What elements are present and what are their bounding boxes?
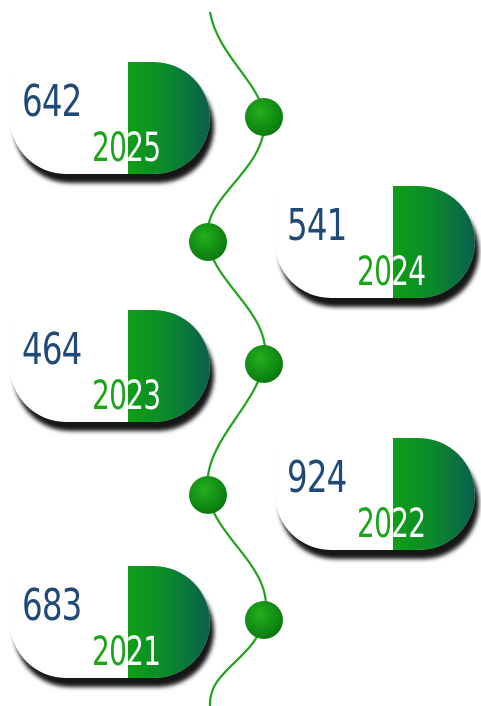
timeline-dot-2023 [245,345,283,383]
card-year: 2025 [92,125,161,171]
timeline-card-2023: 464 2023 [10,310,214,431]
timeline-card-2025: 642 2025 [10,62,214,183]
card-value: 924 [287,452,347,503]
card-year: 2024 [357,249,426,295]
timeline-card-2024: 541 2024 [275,186,479,307]
card-body [275,186,475,298]
card-year: 2023 [92,373,161,419]
timeline-dot-2025 [245,98,283,136]
card-value: 642 [22,76,82,127]
timeline-dot-2022 [189,476,227,514]
card-value: 464 [22,324,82,375]
card-body [10,310,210,422]
card-year: 2022 [357,501,426,547]
timeline-dot-2021 [245,601,283,639]
card-value: 541 [287,200,347,251]
timeline-card-2022: 924 2022 [275,438,479,559]
timeline-dot-2024 [189,223,227,261]
card-value: 683 [22,580,82,631]
timeline-card-2021: 683 2021 [10,566,214,687]
card-year: 2021 [92,629,161,675]
